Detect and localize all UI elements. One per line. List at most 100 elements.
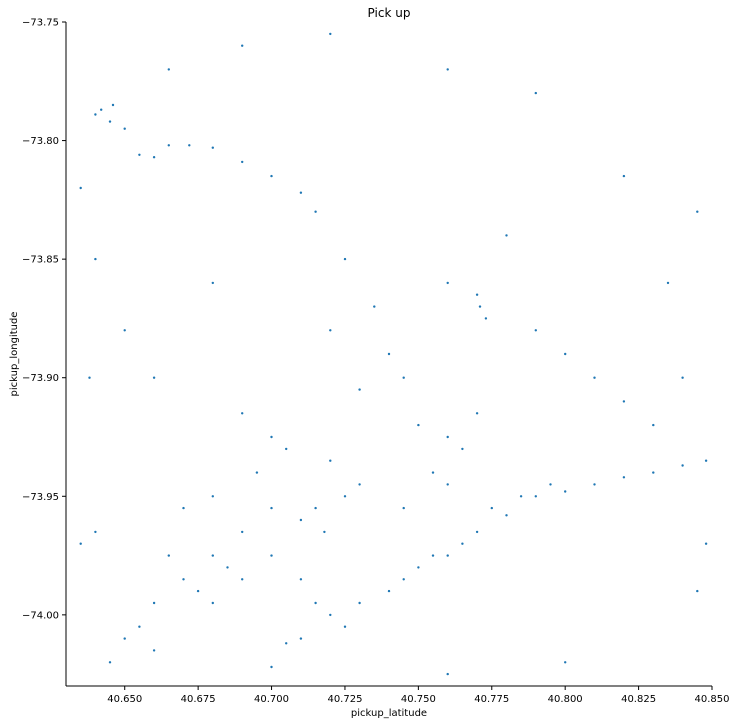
scatter-point (652, 423, 655, 427)
scatter-point (152, 601, 156, 605)
scatter-point (270, 174, 273, 178)
scatter-point (111, 103, 115, 107)
scatter-point (152, 376, 156, 379)
y-tick-label: −73.80 (22, 136, 59, 147)
scatter-point (167, 554, 170, 557)
y-axis-label: pickup_longitude (9, 312, 20, 397)
scatter-point (94, 113, 97, 116)
scatter-point (329, 459, 332, 462)
x-tick-label: 40.850 (695, 694, 730, 705)
scatter-point (211, 601, 214, 605)
scatter-point (167, 68, 170, 71)
scatter-point (696, 210, 699, 213)
scatter-point (358, 601, 361, 605)
scatter-point (188, 144, 191, 147)
scatter-point (285, 642, 288, 645)
scatter-point (446, 554, 449, 557)
scatter-point (123, 329, 126, 332)
y-axis-ticks: −73.75 −73.80 −73.85 −73.90 −73.95 −74.00 (22, 18, 66, 621)
x-tick-label: 40.775 (474, 694, 509, 705)
scatter-point (402, 376, 405, 379)
x-axis-ticks: 40.650 40.675 40.700 40.725 40.750 40.775 40.8… (107, 686, 730, 705)
x-tick-label: 40.725 (327, 694, 362, 705)
scatter-point (241, 160, 244, 164)
scatter-point (534, 495, 537, 498)
scatter-point (270, 665, 273, 669)
x-axis-label: pickup_latitude (351, 708, 427, 719)
scatter-point (241, 44, 244, 47)
scatter-point (299, 518, 303, 522)
scatter-point (108, 661, 112, 664)
scatter-point (358, 388, 361, 391)
scatter-point (314, 210, 317, 213)
scatter-point (314, 506, 317, 510)
scatter-point (299, 578, 303, 581)
scatter-point (329, 32, 332, 36)
scatter-point (564, 352, 567, 356)
x-tick-label: 40.750 (401, 694, 436, 705)
scatter-point (704, 542, 708, 545)
y-tick-label: −73.85 (22, 255, 59, 266)
scatter-point (285, 447, 288, 451)
scatter-point (299, 637, 303, 640)
scatter-point (270, 554, 273, 557)
scatter-point (314, 601, 317, 605)
scatter-point (211, 554, 214, 557)
scatter-point (196, 589, 200, 593)
scatter-point (226, 566, 229, 569)
scatter-point (564, 490, 567, 493)
scatter-point (329, 613, 332, 617)
scatter-point (446, 483, 449, 486)
x-tick-label: 40.675 (181, 694, 216, 705)
scatter-point (681, 376, 684, 379)
scatter-point (123, 127, 126, 130)
scatter-point (241, 412, 244, 415)
scatter-point (138, 625, 141, 628)
scatter-point (211, 281, 214, 285)
scatter-point (431, 471, 435, 474)
scatter-point (505, 514, 508, 517)
scatter-point (549, 483, 552, 486)
scatter-point (417, 423, 420, 427)
scatter-point (490, 506, 493, 510)
scatter-point (564, 661, 567, 664)
chart-title: Pick up (368, 6, 411, 20)
scatter-point (666, 281, 670, 285)
scatter-point (484, 317, 488, 320)
scatter-point (446, 281, 449, 285)
scatter-point (88, 376, 91, 379)
scatter-point (431, 554, 435, 557)
scatter-point (329, 329, 332, 332)
scatter-point (461, 447, 464, 451)
scatter-point (123, 637, 126, 640)
scatter-point (461, 542, 464, 545)
scatter-point (622, 174, 626, 178)
scatter-point (593, 483, 596, 486)
scatter-point (182, 578, 185, 581)
scatter-point (475, 530, 479, 534)
scatter-point (475, 412, 479, 415)
scatter-point (704, 459, 708, 462)
scatter-point (323, 530, 326, 534)
y-tick-label: −73.95 (22, 492, 59, 503)
scatter-point (505, 234, 508, 237)
scatter-point (446, 68, 449, 71)
scatter-point (387, 352, 391, 356)
scatter-point (138, 153, 141, 156)
y-tick-label: −74.00 (22, 610, 59, 621)
scatter-point (79, 186, 82, 190)
scatter-point (343, 625, 347, 628)
scatter-point (387, 589, 391, 593)
scatter-point (652, 471, 655, 474)
x-tick-label: 40.800 (548, 694, 583, 705)
scatter-point (270, 506, 273, 510)
scatter-point (446, 435, 449, 439)
scatter-point (358, 483, 361, 486)
x-tick-label: 40.700 (254, 694, 289, 705)
scatter-point (79, 542, 82, 545)
scatter-point (417, 566, 420, 569)
scatter-point (152, 156, 156, 159)
scatter-point (534, 91, 537, 95)
scatter-point (255, 471, 259, 474)
scatter-point (681, 464, 684, 467)
